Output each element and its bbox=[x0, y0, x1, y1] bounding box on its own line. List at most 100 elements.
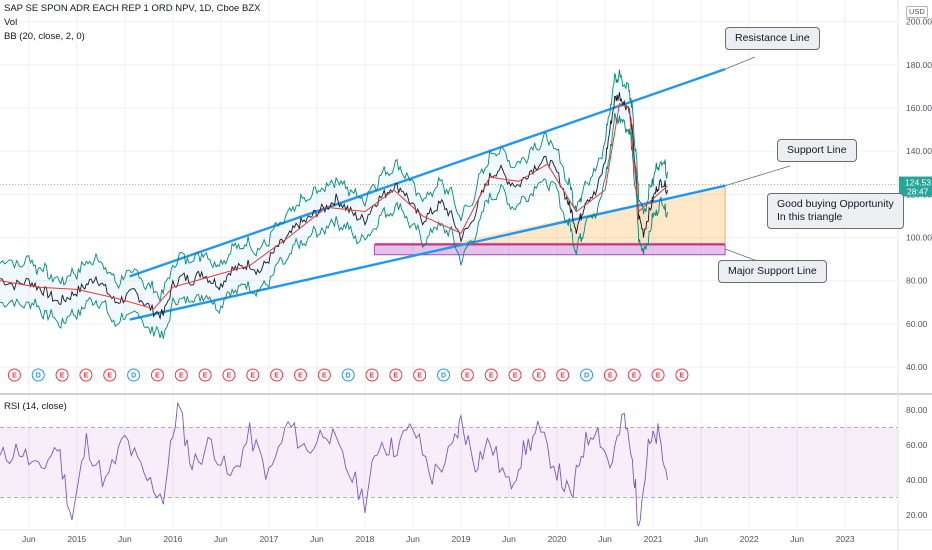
event-letter: E bbox=[370, 373, 375, 380]
time-tick-label: 2020 bbox=[548, 534, 567, 544]
time-tick-label: Jun bbox=[694, 534, 708, 544]
volume-indicator-label[interactable]: Vol bbox=[4, 17, 18, 28]
price-tick-label: 160.00 bbox=[906, 103, 932, 113]
event-letter: D bbox=[441, 373, 446, 380]
event-letter: E bbox=[107, 373, 112, 380]
event-letter: E bbox=[560, 373, 565, 380]
rsi-tick-label: 20.00 bbox=[906, 510, 928, 520]
time-tick-label: 2015 bbox=[67, 534, 86, 544]
event-letter: E bbox=[608, 373, 613, 380]
earnings-event-icon bbox=[603, 368, 617, 382]
price-series bbox=[0, 69, 668, 339]
event-letter: D bbox=[36, 373, 41, 380]
earnings-event-icon bbox=[508, 368, 522, 382]
rsi-indicator-label[interactable]: RSI (14, close) bbox=[4, 401, 67, 412]
dividend-event-icon bbox=[341, 368, 355, 382]
event-letter: E bbox=[513, 373, 518, 380]
event-letter: E bbox=[489, 373, 494, 380]
earnings-event-icon bbox=[222, 368, 236, 382]
callout-connector bbox=[724, 56, 756, 70]
time-tick-label: Jun bbox=[790, 534, 804, 544]
currency-badge[interactable]: USD bbox=[906, 6, 928, 18]
earnings-event-icon bbox=[198, 368, 212, 382]
bollinger-upper bbox=[0, 69, 668, 303]
earnings-event-icon bbox=[460, 368, 474, 382]
last-price-value: 124.53 bbox=[905, 178, 931, 188]
event-letter: E bbox=[227, 373, 232, 380]
earnings-event-icon bbox=[413, 368, 427, 382]
event-letter: E bbox=[274, 373, 279, 380]
buying-triangle bbox=[446, 185, 726, 245]
earnings-event-icon bbox=[651, 368, 665, 382]
event-letter: E bbox=[393, 373, 398, 380]
rsi-band bbox=[0, 427, 898, 498]
earnings-event-icon bbox=[484, 368, 498, 382]
dividend-event-icon bbox=[437, 368, 451, 382]
bollinger-indicator-label[interactable]: BB (20, close, 2, 0) bbox=[4, 31, 85, 42]
time-tick-label: Jun bbox=[118, 534, 132, 544]
price-tick-label: 200.00 bbox=[906, 17, 932, 27]
time-tick-label: Jun bbox=[310, 534, 324, 544]
resistance-trendline bbox=[129, 67, 726, 278]
support-trendline bbox=[129, 184, 726, 321]
event-letter: E bbox=[203, 373, 208, 380]
earnings-event-icon bbox=[246, 368, 260, 382]
earnings-event-icon bbox=[55, 368, 69, 382]
event-letter: D bbox=[131, 373, 136, 380]
time-tick-label: 2023 bbox=[836, 534, 855, 544]
earnings-event-icon bbox=[627, 368, 641, 382]
dividend-event-icon bbox=[127, 368, 141, 382]
time-tick-label: 2017 bbox=[259, 534, 278, 544]
time-tick-label: 2022 bbox=[740, 534, 759, 544]
major-support-zone bbox=[374, 244, 726, 256]
event-letter: D bbox=[584, 373, 589, 380]
price-tick-label: 140.00 bbox=[906, 146, 932, 156]
earnings-event-icon bbox=[150, 368, 164, 382]
earnings-event-icon bbox=[79, 368, 93, 382]
event-letter: E bbox=[465, 373, 470, 380]
bollinger-lower bbox=[0, 112, 668, 339]
support-line-label[interactable]: Support Line bbox=[777, 139, 857, 162]
earnings-event-icon bbox=[7, 368, 21, 382]
earnings-event-icon bbox=[365, 368, 379, 382]
time-tick-label: 2018 bbox=[356, 534, 375, 544]
earnings-event-icon bbox=[293, 368, 307, 382]
rsi-line bbox=[0, 401, 668, 526]
event-letter: E bbox=[84, 373, 89, 380]
price-tick-label: 180.00 bbox=[906, 60, 932, 70]
time-tick-label: 2016 bbox=[163, 534, 182, 544]
callout-connector bbox=[725, 165, 791, 187]
earnings-event-icon bbox=[389, 368, 403, 382]
major-support-line-label[interactable]: Major Support Line bbox=[718, 260, 827, 283]
rsi-tick-label: 60.00 bbox=[906, 440, 928, 450]
earnings-event-icon bbox=[556, 368, 570, 382]
event-letter: E bbox=[60, 373, 65, 380]
last-price-badge bbox=[899, 176, 932, 197]
time-tick-label: Jun bbox=[22, 534, 36, 544]
price-tick-label: 60.00 bbox=[906, 319, 928, 329]
dividend-event-icon bbox=[580, 368, 594, 382]
symbol-title[interactable]: SAP SE SPON ADR EACH REP 1 ORD NPV, 1D, … bbox=[4, 3, 261, 14]
annotation-overlays bbox=[0, 56, 898, 321]
price-tick-label: 80.00 bbox=[906, 276, 928, 286]
event-letter: E bbox=[12, 373, 17, 380]
buying-opportunity-label[interactable]: Good buying Opportunity In this triangle bbox=[767, 193, 904, 229]
rsi-tick-label: 80.00 bbox=[906, 405, 928, 415]
earnings-event-icon bbox=[174, 368, 188, 382]
earnings-event-icon bbox=[532, 368, 546, 382]
event-letter: E bbox=[632, 373, 637, 380]
event-letter: D bbox=[346, 373, 351, 380]
time-tick-label: 2019 bbox=[452, 534, 471, 544]
price-line bbox=[0, 92, 668, 321]
time-tick-label: Jun bbox=[502, 534, 516, 544]
earnings-event-icon bbox=[675, 368, 689, 382]
dividend-event-icon bbox=[31, 368, 45, 382]
time-tick-label: 2021 bbox=[644, 534, 663, 544]
resistance-line-label[interactable]: Resistance Line bbox=[725, 27, 820, 50]
time-tick-label: Jun bbox=[406, 534, 420, 544]
grid-lines bbox=[0, 0, 898, 529]
price-tick-label: 40.00 bbox=[906, 362, 928, 372]
event-letter: E bbox=[417, 373, 422, 380]
